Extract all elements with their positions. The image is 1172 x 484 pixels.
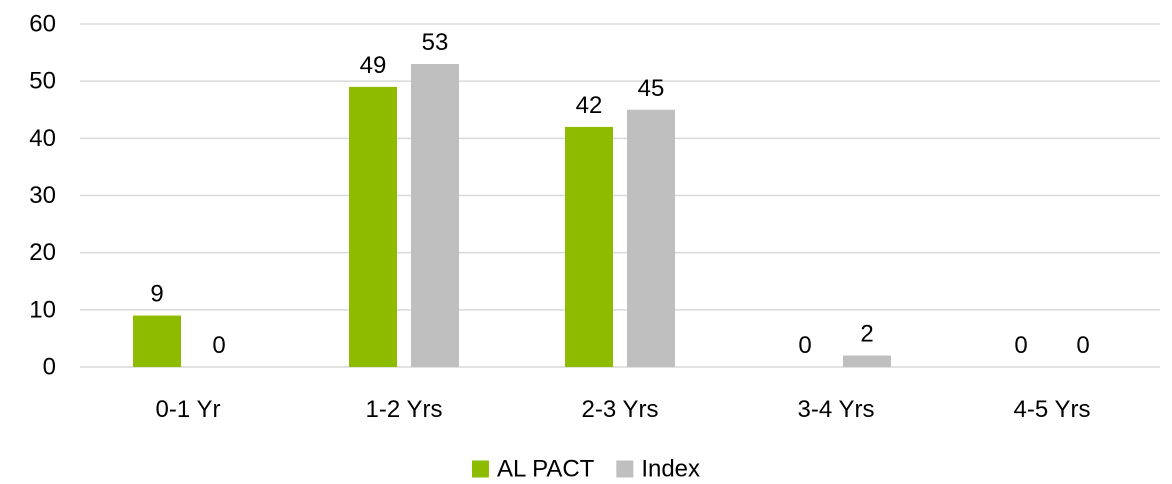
bar-index-1-2-yrs xyxy=(411,64,459,368)
legend: AL PACT Index xyxy=(471,456,700,483)
y-tick-label: 20 xyxy=(29,239,56,266)
data-label: 45 xyxy=(638,75,665,102)
data-label: 2 xyxy=(860,321,873,348)
y-tick-label: 40 xyxy=(29,125,56,152)
x-category-label: 3-4 Yrs xyxy=(798,396,875,423)
legend-swatch xyxy=(471,460,489,478)
data-label: 9 xyxy=(150,281,163,308)
data-label: 42 xyxy=(576,92,603,119)
y-tick-label: 10 xyxy=(29,296,56,323)
x-category-label: 2-3 Yrs xyxy=(582,396,659,423)
data-label: 0 xyxy=(798,332,811,359)
bar-al-pact-1-2-yrs xyxy=(349,86,397,367)
y-axis-ticks: 0 10 20 30 40 50 60 xyxy=(29,11,56,381)
data-label: 53 xyxy=(422,29,449,56)
bar-al-pact-2-3-yrs xyxy=(565,126,613,368)
bars xyxy=(133,64,891,368)
data-label: 0 xyxy=(1076,332,1089,359)
gridlines xyxy=(80,23,1160,368)
y-tick-label: 30 xyxy=(29,182,56,209)
legend-swatch xyxy=(616,460,634,478)
data-label: 0 xyxy=(1014,332,1027,359)
bar-al-pact-0-1-yr xyxy=(133,315,181,367)
x-category-label: 4-5 Yrs xyxy=(1014,396,1091,423)
x-category-label: 0-1 Yr xyxy=(156,396,221,423)
x-category-label: 1-2 Yrs xyxy=(366,396,443,423)
data-labels: 9 0 49 53 42 45 0 2 0 0 xyxy=(150,29,1089,359)
bar-index-2-3-yrs xyxy=(627,109,675,367)
legend-item: AL PACT xyxy=(471,456,595,483)
y-tick-label: 0 xyxy=(43,354,56,381)
data-label: 49 xyxy=(360,52,387,79)
x-axis-categories: 0-1 Yr 1-2 Yrs 2-3 Yrs 3-4 Yrs 4-5 Yrs xyxy=(156,396,1091,423)
legend-item: Index xyxy=(616,456,700,483)
legend-label: Index xyxy=(641,456,700,483)
bar-index-3-4-yrs xyxy=(843,355,891,367)
y-tick-label: 60 xyxy=(29,11,56,38)
legend-label: AL PACT xyxy=(497,456,595,483)
y-tick-label: 50 xyxy=(29,68,56,95)
data-label: 0 xyxy=(212,332,225,359)
